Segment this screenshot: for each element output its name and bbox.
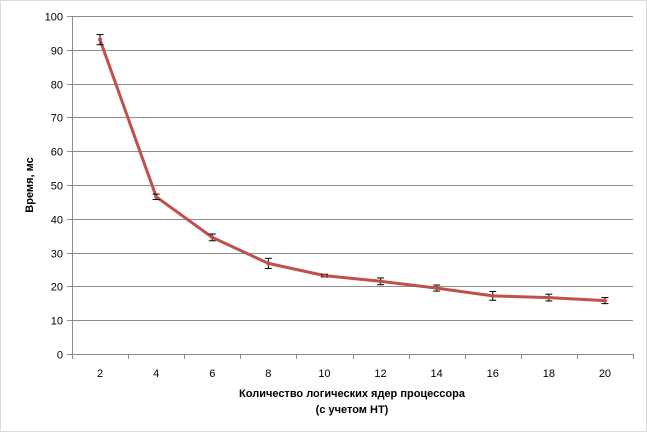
- x-axis-title-line1: Количество логических ядер процессора: [239, 388, 466, 400]
- x-tick-label-8: 8: [265, 368, 271, 380]
- x-tick-label-12: 12: [374, 368, 386, 380]
- axes: [67, 16, 634, 359]
- data-point-10: [322, 273, 327, 278]
- series-line-0: [98, 38, 607, 303]
- x-tick-label-6: 6: [209, 368, 215, 380]
- data-point-18: [546, 295, 551, 300]
- x-tick-label-2: 2: [97, 368, 103, 380]
- y-tick-label-30: 30: [51, 249, 63, 261]
- x-tick-label-14: 14: [431, 368, 443, 380]
- y-tick-label-60: 60: [51, 147, 63, 159]
- y-tick-label-20: 20: [51, 282, 63, 294]
- y-tick-label-100: 100: [45, 12, 63, 24]
- data-point-20: [602, 298, 607, 303]
- data-point-16: [490, 293, 495, 298]
- data-point-8: [266, 261, 271, 266]
- x-axis-title-line2: (с учетом НТ): [316, 404, 389, 416]
- x-tick-label-10: 10: [318, 368, 330, 380]
- x-tick-label-20: 20: [599, 368, 611, 380]
- y-axis-title: Время, мс: [24, 157, 36, 212]
- data-point-14: [434, 286, 439, 291]
- y-tick-label-50: 50: [51, 181, 63, 193]
- y-tick-label-10: 10: [51, 316, 63, 328]
- y-tick-label-80: 80: [51, 80, 63, 92]
- data-point-6: [210, 235, 215, 240]
- data-series: [96, 34, 609, 305]
- x-tick-label-16: 16: [487, 368, 499, 380]
- data-point-2: [98, 37, 103, 42]
- y-tick-label-40: 40: [51, 215, 63, 227]
- x-tick-label-18: 18: [543, 368, 555, 380]
- x-tick-label-4: 4: [153, 368, 159, 380]
- data-point-4: [154, 194, 159, 199]
- y-tick-label-90: 90: [51, 46, 63, 58]
- tick-labels: 0 10 20 30 40 50 60 70 80 90 100 2 4 6 8 10 12 14 16 18 20: [45, 12, 611, 381]
- data-point-12: [378, 279, 383, 284]
- y-tick-label-70: 70: [51, 113, 63, 125]
- y-tick-label-0: 0: [57, 350, 63, 362]
- gridlines: [72, 16, 633, 321]
